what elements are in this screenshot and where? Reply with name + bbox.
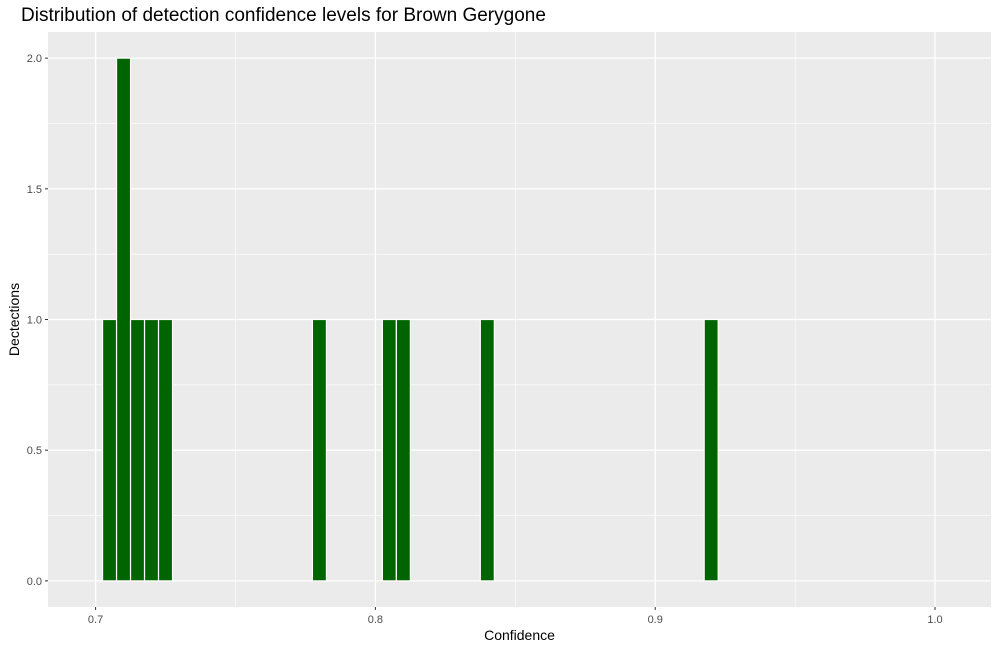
x-tick-label: 0.8 xyxy=(368,614,383,626)
histogram-bar xyxy=(143,318,160,582)
y-tick-label: 0.0 xyxy=(27,576,42,588)
chart-title: Distribution of detection confidence lev… xyxy=(21,5,546,26)
x-axis-title: Confidence xyxy=(484,627,555,643)
histogram-bar xyxy=(129,318,146,582)
histogram-bar xyxy=(479,318,495,582)
y-axis: 0.0 0.5 1.0 1.5 2.0 xyxy=(27,53,48,588)
histogram-bars xyxy=(101,57,719,582)
histogram-bar xyxy=(381,318,397,582)
y-tick-label: 2.0 xyxy=(27,53,42,65)
y-tick-label: 1.0 xyxy=(27,315,42,327)
major-gridlines xyxy=(48,32,991,607)
histogram-bar xyxy=(703,318,719,582)
x-axis: 0.7 0.8 0.9 1.0 xyxy=(88,607,943,626)
histogram-bar xyxy=(395,318,411,582)
x-tick-label: 1.0 xyxy=(927,614,942,626)
x-tick-label: 0.9 xyxy=(648,614,663,626)
x-tick-label: 0.7 xyxy=(88,614,103,626)
histogram-bar xyxy=(101,318,118,582)
y-tick-label: 1.5 xyxy=(27,184,42,196)
histogram-bar xyxy=(157,318,174,582)
histogram-bar xyxy=(311,318,328,582)
y-axis-title: Dectections xyxy=(6,283,22,356)
histogram-bar xyxy=(115,57,132,582)
y-tick-label: 0.5 xyxy=(27,445,42,457)
